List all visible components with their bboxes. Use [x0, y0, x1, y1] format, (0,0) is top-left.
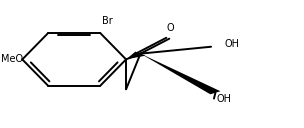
Text: OH: OH [217, 94, 232, 104]
Polygon shape [126, 52, 146, 59]
Text: MeO: MeO [1, 54, 23, 64]
Text: O: O [166, 23, 174, 33]
Text: OH: OH [224, 39, 239, 49]
Text: Br: Br [102, 16, 112, 26]
Polygon shape [140, 54, 220, 94]
